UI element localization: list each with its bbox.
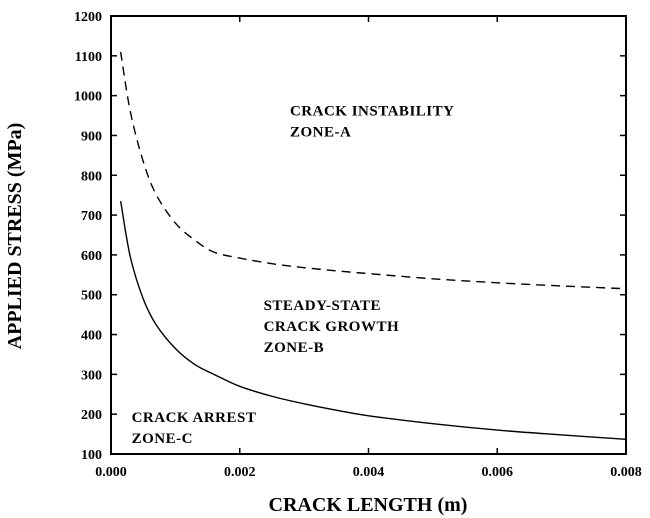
y-tick-label: 400 (81, 329, 102, 344)
zone-label-line: ZONE-B (264, 340, 325, 356)
x-tick-label: 0.000 (95, 465, 127, 480)
x-axis-ticks: 0.000 0.002 0.004 0.006 0.008 (95, 16, 642, 480)
y-tick-label: 900 (81, 129, 102, 144)
zone-annotations: CRACK INSTABILITY ZONE-A STEADY-STATE CRACK… (132, 104, 455, 448)
y-tick-label: 1100 (75, 50, 102, 65)
zone-label-line: ZONE-C (132, 431, 193, 447)
x-tick-label: 0.008 (610, 465, 642, 480)
y-tick-label: 700 (81, 209, 102, 224)
x-tick-label: 0.002 (224, 465, 256, 480)
x-tick-label: 0.004 (353, 465, 385, 480)
x-tick-label: 0.006 (482, 465, 514, 480)
y-tick-label: 1200 (74, 10, 102, 25)
y-tick-label: 500 (81, 289, 102, 304)
y-axis-title: APPLIED STRESS (MPa) (4, 123, 26, 350)
zone-label-line: CRACK GROWTH (264, 319, 400, 335)
y-tick-label: 100 (81, 448, 102, 463)
y-axis-ticks: 100 200 300 400 500 600 700 800 900 1000 1100 1200 (74, 10, 626, 463)
zone-label-line: CRACK INSTABILITY (290, 104, 455, 120)
series-layer (119, 51, 627, 440)
y-tick-label: 600 (81, 249, 102, 264)
y-tick-label: 800 (81, 169, 102, 184)
y-tick-label: 200 (81, 408, 102, 423)
x-axis-title: CRACK LENGTH (m) (269, 494, 468, 516)
instability-curve-dashed (119, 51, 627, 290)
zone-label-line: CRACK ARREST (132, 410, 257, 426)
zone-label-line: STEADY-STATE (264, 298, 381, 314)
arrest-curve-solid (119, 201, 627, 440)
y-tick-label: 1000 (74, 90, 102, 105)
zone-label-line: ZONE-A (290, 125, 351, 141)
y-tick-label: 300 (81, 368, 102, 383)
